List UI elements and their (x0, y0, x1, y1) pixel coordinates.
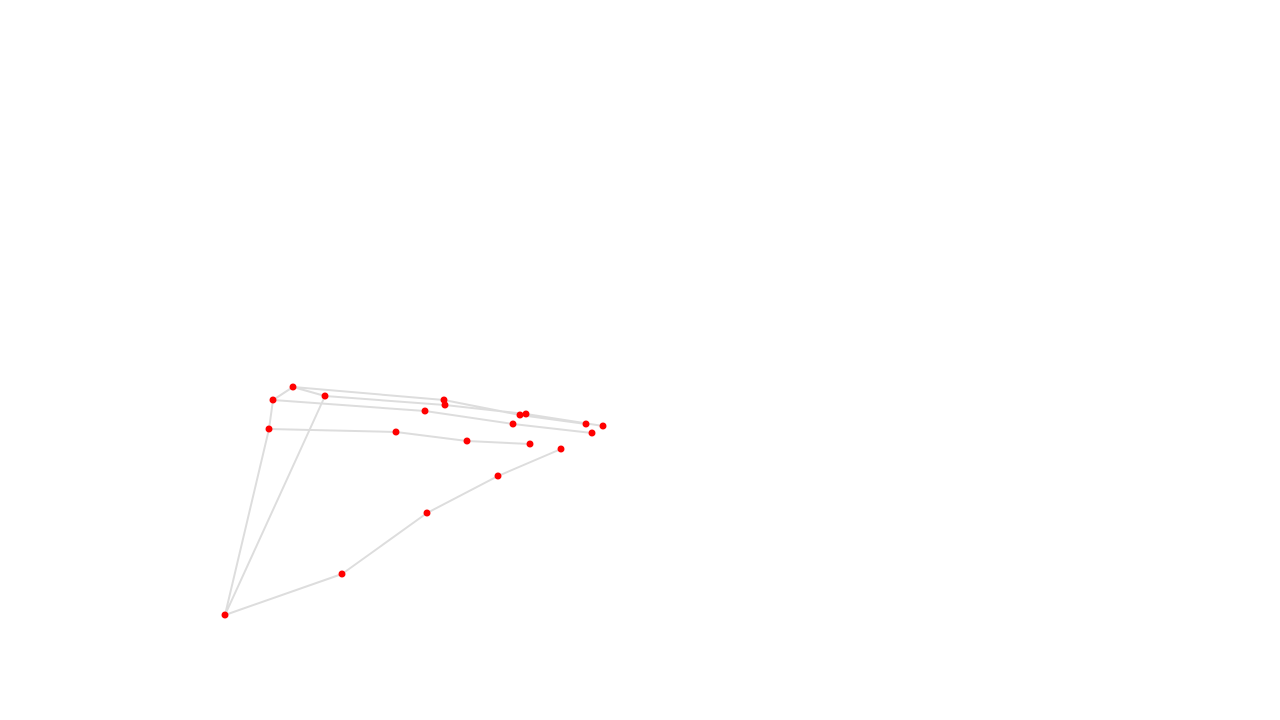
keypoint-7 (463, 437, 471, 445)
connection-line-7-8 (466, 440, 531, 445)
keypoint-20 (599, 422, 607, 430)
connection-line-19-20 (525, 413, 604, 427)
connection-line-1-2 (341, 512, 428, 575)
connection-line-6-7 (395, 431, 468, 442)
connection-line-3-4 (497, 448, 562, 477)
keypoint-2 (423, 509, 431, 517)
keypoint-19 (522, 410, 530, 418)
keypoint-16 (582, 420, 590, 428)
connection-line-18-19 (444, 404, 527, 415)
keypoint-12 (588, 429, 596, 437)
connection-line-5-6 (268, 428, 397, 433)
keypoint-3 (494, 472, 502, 480)
connection-lines (224, 386, 604, 616)
keypoint-8 (526, 440, 534, 448)
connection-line-9-10 (272, 399, 426, 412)
keypoint-13 (289, 383, 297, 391)
keypoint-1 (338, 570, 346, 578)
connection-line-0-5 (224, 428, 270, 616)
keypoint-9 (269, 396, 277, 404)
keypoint-markers (221, 383, 607, 619)
connection-line-5-9 (268, 399, 274, 430)
keypoint-0 (221, 611, 229, 619)
keypoint-10 (421, 407, 429, 415)
keypoint-11 (509, 420, 517, 428)
connection-line-0-17 (224, 395, 326, 616)
connection-line-17-18 (324, 395, 446, 406)
connection-line-11-12 (512, 423, 593, 434)
connection-line-9-13 (272, 386, 294, 401)
connection-line-2-3 (426, 475, 499, 514)
keypoint-6 (392, 428, 400, 436)
connection-line-13-14 (292, 386, 445, 401)
connection-line-0-1 (224, 573, 343, 616)
keypoint-18 (441, 401, 449, 409)
keypoint-15 (516, 411, 524, 419)
keypoint-5 (265, 425, 273, 433)
connection-line-10-11 (424, 410, 514, 425)
keypoint-4 (557, 445, 565, 453)
keypoint-17 (321, 392, 329, 400)
connection-line-13-17 (292, 386, 326, 397)
